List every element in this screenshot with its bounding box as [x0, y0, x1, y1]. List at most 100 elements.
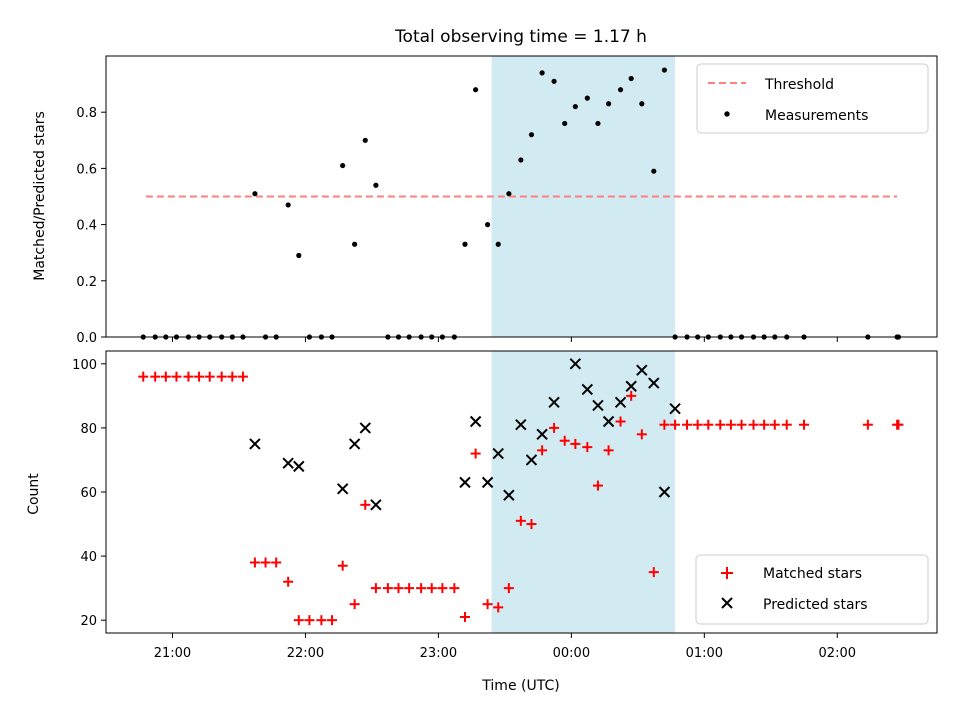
- x-axis-label: Time (UTC): [481, 678, 559, 694]
- predicted-star-point: [515, 418, 527, 431]
- predicted-star-point: [602, 415, 615, 428]
- top-y-axis-label: Matched/Predicted stars: [32, 111, 48, 281]
- matched-star-point: [360, 499, 371, 510]
- matched-star-point: [249, 557, 260, 568]
- measurement-point: [595, 120, 601, 127]
- matched-star-point: [682, 419, 693, 430]
- x-tick-label: 01:00: [686, 646, 723, 661]
- measurement-point: [628, 75, 634, 82]
- measurement-point: [285, 202, 291, 208]
- bottom-y-tick-label: 80: [80, 422, 97, 437]
- top-y-tick-label: 0.4: [76, 219, 97, 234]
- matched-star-point: [515, 515, 526, 526]
- matched-star-point: [893, 419, 904, 430]
- chart-title: Total observing time = 1.17 h: [394, 27, 647, 47]
- matched-star-point: [416, 583, 427, 594]
- matched-star-point: [370, 583, 381, 594]
- matched-star-point: [138, 371, 149, 382]
- predicted-star-point: [569, 358, 582, 370]
- predicted-star-point: [370, 499, 382, 511]
- predicted-star-point: [336, 483, 349, 495]
- matched-star-point: [382, 583, 393, 594]
- matched-star-point: [482, 599, 493, 610]
- matched-star-point: [582, 442, 593, 453]
- bottom-y-tick-label: 60: [80, 486, 97, 501]
- measurement-point: [528, 132, 535, 138]
- matched-star-point: [692, 419, 703, 430]
- matched-star-point: [759, 419, 770, 430]
- matched-star-point: [592, 480, 603, 491]
- matched-star-point: [748, 419, 759, 430]
- measurement-point: [584, 95, 590, 101]
- measurement-point: [572, 103, 578, 110]
- matched-star-point: [393, 583, 404, 594]
- top-axes-border: [105, 55, 938, 338]
- matched-star-point: [659, 419, 670, 430]
- measurement-point: [352, 241, 358, 247]
- matched-legend-label: Matched stars: [763, 566, 862, 582]
- measurement-point: [462, 241, 468, 247]
- matched-star-point: [493, 602, 504, 613]
- matched-star-point: [725, 419, 736, 430]
- predicted-star-point: [481, 476, 494, 489]
- x-tick-label: 00:00: [553, 646, 590, 661]
- measurement-point: [473, 87, 479, 93]
- top-y-tick-label: 0.0: [76, 331, 97, 346]
- matched-star-point: [426, 583, 437, 594]
- bottom-highlight-span: [491, 351, 676, 633]
- measurement-point: [495, 241, 501, 247]
- matched-star-point: [570, 438, 581, 449]
- matched-star-point: [304, 615, 315, 626]
- matched-star-point: [216, 371, 227, 382]
- matched-star-point: [204, 371, 215, 382]
- bottom-y-axis-label: Count: [26, 473, 42, 515]
- predicted-legend-label: Predicted stars: [763, 597, 868, 613]
- matched-star-point: [194, 371, 205, 382]
- matched-star-point: [799, 419, 810, 430]
- predicted-star-point: [282, 457, 294, 469]
- measurement-point: [340, 162, 346, 169]
- measurement-point: [605, 101, 612, 107]
- matched-star-point: [526, 519, 537, 530]
- top-y-tick-label: 0.6: [76, 162, 97, 177]
- predicted-star-point: [658, 486, 671, 498]
- predicted-star-point: [348, 438, 361, 450]
- bottom-y-tick-label: 100: [72, 358, 97, 373]
- matched-star-point: [603, 445, 614, 456]
- x-tick-label: 21:00: [154, 646, 191, 661]
- measurement-point: [362, 137, 368, 143]
- measurement-point: [639, 101, 645, 107]
- matched-legend-swatch: [721, 567, 733, 579]
- predicted-star-point: [293, 460, 305, 473]
- measurement-point: [562, 120, 568, 127]
- matched-star-point: [736, 419, 747, 430]
- predicted-star-point: [592, 399, 604, 412]
- predicted-star-point: [548, 396, 560, 408]
- matched-star-point: [337, 560, 348, 571]
- matched-star-point: [293, 615, 304, 626]
- bottom-y-tick-label: 20: [80, 614, 97, 629]
- measurement-point: [661, 67, 668, 73]
- matched-star-point: [781, 419, 792, 430]
- predicted-star-point: [648, 377, 660, 389]
- measurement-point: [651, 168, 657, 174]
- matched-star-point: [283, 576, 294, 587]
- predicted-star-point: [625, 380, 637, 392]
- matched-star-point: [626, 390, 637, 401]
- matched-star-point: [615, 416, 626, 427]
- top-y-tick-label: 0.8: [76, 106, 97, 121]
- bottom-panel: 20 40 60 80 100 21:00 22:00 23:00 00:00 01:00 02:…: [26, 350, 938, 694]
- matched-star-point: [459, 611, 470, 622]
- matched-star-point: [648, 567, 659, 578]
- predicted-star-point: [492, 447, 504, 460]
- matched-star-point: [171, 371, 182, 382]
- x-tick-label: 22:00: [287, 646, 324, 661]
- predicted-star-point: [525, 454, 538, 466]
- matched-star-point: [670, 419, 681, 430]
- matched-star-point: [260, 557, 271, 568]
- predicted-star-point: [249, 438, 261, 450]
- top-legend-box: [696, 63, 929, 134]
- matched-star-point: [316, 615, 327, 626]
- measurement-point: [551, 78, 557, 84]
